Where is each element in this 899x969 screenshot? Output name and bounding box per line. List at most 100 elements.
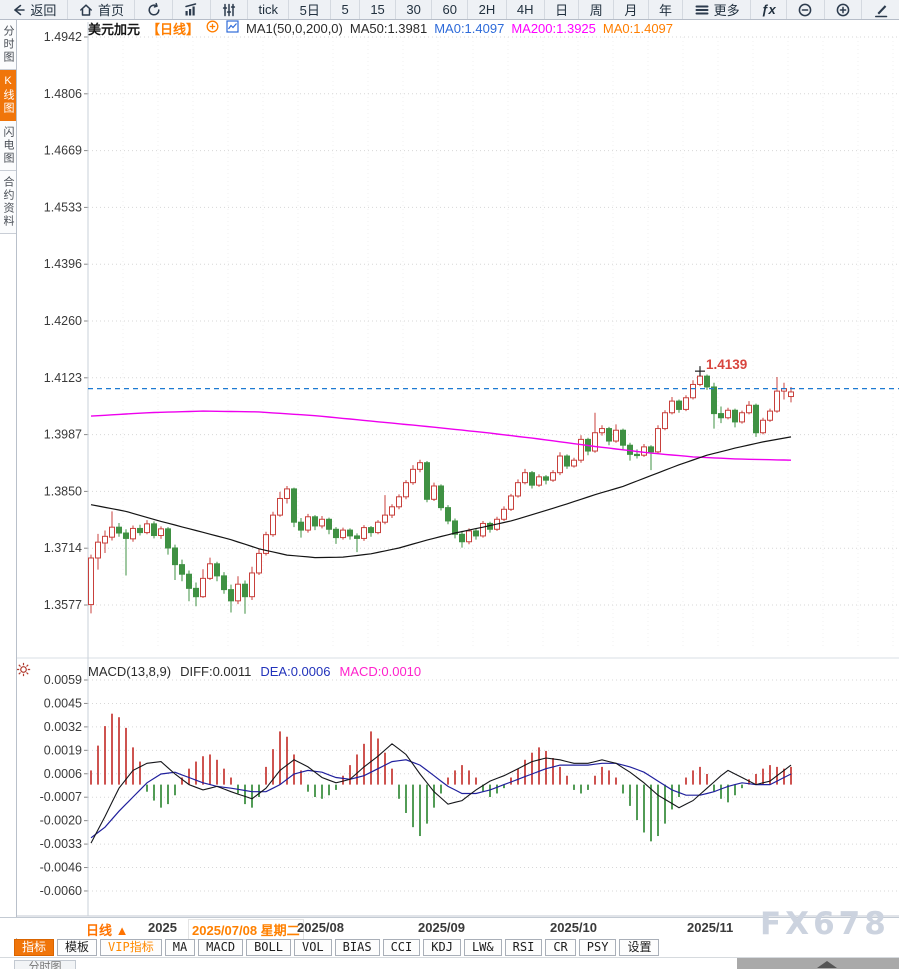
toolbar-button-30[interactable]: 30	[396, 0, 433, 19]
home-icon	[80, 3, 92, 16]
toolbar-button-label: ƒx	[761, 2, 776, 17]
toolbar-button-5d[interactable]: 5日	[289, 0, 332, 19]
zoom-out-icon	[799, 3, 812, 16]
main-y-axis-label: 1.3850	[44, 484, 82, 498]
main-y-axis-label: 1.3577	[44, 598, 82, 612]
main-y-axis-label: 1.4533	[44, 200, 82, 214]
indicator-tab-psy[interactable]: PSY	[578, 939, 617, 956]
toolbar-button-week[interactable]: 周	[579, 0, 615, 19]
x-axis-label: 2025/11	[687, 920, 734, 935]
indicator-tab-bias[interactable]: BIAS	[334, 939, 380, 956]
sidebar-tab-timeshare[interactable]: 分时图	[0, 20, 16, 70]
symbol-name: 美元加元	[88, 21, 141, 37]
indicator-tab-macd[interactable]: MACD	[198, 939, 244, 956]
zoom-in-icon	[836, 3, 850, 16]
main-y-axis-label: 1.3714	[44, 541, 82, 555]
ma200-value: MA200:1.3925	[511, 20, 596, 36]
toolbar-button-tick[interactable]: tick	[248, 0, 290, 19]
main-y-axis-label: 1.4260	[44, 314, 82, 328]
toolbar-button-zoom-out[interactable]	[787, 0, 825, 19]
diff-value: DIFF:0.0011	[180, 663, 252, 679]
macd-y-axis-label: -0.0020	[40, 814, 82, 828]
indicator-tab-template[interactable]: 模板	[57, 939, 98, 956]
x-axis-label: 2025	[148, 920, 177, 935]
top-toolbar: 返回 首页 tick 5日 5 15 30 60 2H 4H 日 周 月 年 更多 ƒx	[0, 0, 899, 20]
toolbar-button-kline-style[interactable]	[211, 0, 249, 19]
toolbar-button-label: 15	[370, 2, 385, 17]
toolbar-button-label: 更多	[713, 3, 740, 18]
indicator-tab-settings[interactable]: 设置	[619, 939, 660, 956]
high-price-annotation: 1.4139	[706, 357, 747, 372]
partial-tab-timeshare[interactable]: 分时图	[14, 960, 76, 969]
main-chart-legend: 美元加元 【日线】 MA1(50,0,200,0) MA50:1.3981 MA…	[88, 20, 674, 37]
menu-icon	[695, 5, 709, 14]
toolbar-button-more[interactable]: 更多	[683, 0, 751, 19]
toolbar-button-label: 首页	[97, 3, 124, 18]
chart-type-icon[interactable]	[226, 20, 239, 36]
toolbar-button-chart-type[interactable]	[173, 0, 211, 19]
macd-y-axis-label: -0.0007	[40, 790, 82, 804]
indicator-tab-rsi[interactable]: RSI	[504, 939, 543, 956]
ma0-value-orange: MA0:1.4097	[602, 20, 674, 36]
main-y-axis-label: 1.4123	[44, 371, 82, 385]
macd-y-axis-label: 0.0006	[44, 767, 82, 781]
toolbar-button-2h[interactable]: 2H	[468, 0, 507, 19]
period-dropdown[interactable]: 日线 ▲	[86, 923, 129, 938]
main-y-axis-label: 1.4396	[44, 257, 82, 271]
toolbar-button-refresh[interactable]	[135, 0, 173, 19]
sidebar-tab-lightning[interactable]: 闪电图	[0, 121, 16, 171]
ma-settings: MA1(50,0,200,0)	[246, 20, 343, 36]
sidebar-tab-contract[interactable]: 合约资料	[0, 171, 16, 234]
ma0-value-blue: MA0:1.4097	[434, 20, 505, 36]
toolbar-button-draw[interactable]	[862, 0, 899, 19]
toolbar-button-day[interactable]: 日	[545, 0, 580, 19]
macd-params: MACD(13,8,9)	[88, 663, 172, 679]
indicator-tab-indicator[interactable]: 指标	[14, 939, 55, 956]
toolbar-button-5[interactable]: 5	[331, 0, 360, 19]
toolbar-button-fx[interactable]: ƒx	[751, 0, 788, 19]
x-axis-label: 2025/09	[418, 920, 465, 935]
toolbar-button-label: 日	[555, 3, 569, 18]
indicator-tab-cci[interactable]: CCI	[382, 939, 421, 956]
toolbar-button-back[interactable]: 返回	[0, 0, 68, 19]
x-axis-label: 2025/10	[550, 920, 597, 935]
ma50-value: MA50:1.3981	[349, 20, 428, 36]
indicator-tab-cr[interactable]: CR	[545, 939, 576, 956]
dea-value: DEA:0.0006	[260, 663, 331, 679]
toolbar-button-zoom-in[interactable]	[825, 0, 863, 19]
indicator-tab-vip[interactable]: VIP指标	[100, 939, 162, 956]
add-symbol-icon[interactable]	[206, 20, 219, 36]
main-y-axis-label: 1.3987	[44, 428, 82, 442]
toolbar-button-15[interactable]: 15	[360, 0, 397, 19]
macd-y-axis-label: 0.0059	[44, 673, 82, 687]
toolbar-button-label: 返回	[30, 3, 57, 18]
indicator-toolbar: 指标 模板 VIP指标 MA MACD BOLL VOL BIAS CCI KDJ LW& RSI CR…	[14, 939, 660, 956]
main-y-axis-label: 1.4942	[44, 30, 82, 44]
indicator-tab-vol[interactable]: VOL	[293, 939, 332, 956]
toolbar-button-label: tick	[258, 2, 278, 17]
toolbar-button-label: 周	[589, 3, 603, 18]
toolbar-button-month[interactable]: 月	[614, 0, 649, 19]
scroll-up-arrow[interactable]	[817, 961, 837, 968]
indicator-tab-lw[interactable]: LW&	[463, 939, 502, 956]
macd-y-axis-label: -0.0060	[40, 884, 82, 898]
bottom-strip: 分时图	[0, 957, 899, 969]
indicator-tab-kdj[interactable]: KDJ	[423, 939, 461, 956]
indicator-settings-icon[interactable]	[16, 662, 31, 682]
macd-y-axis-label: 0.0019	[44, 743, 82, 757]
toolbar-button-label: 5日	[299, 3, 320, 18]
macd-y-axis-label: -0.0033	[40, 837, 82, 851]
pencil-icon	[874, 4, 887, 17]
toolbar-button-year[interactable]: 年	[649, 0, 684, 19]
toolbar-button-60[interactable]: 60	[432, 0, 469, 19]
toolbar-button-label: 4H	[516, 2, 534, 17]
horizontal-scrollbar[interactable]	[737, 958, 899, 969]
toolbar-button-home[interactable]: 首页	[68, 0, 136, 19]
x-axis-selected-date: 2025/07/08 星期二	[188, 919, 304, 940]
indicator-tab-ma[interactable]: MA	[164, 939, 196, 956]
sliders-icon	[222, 3, 235, 16]
indicator-tab-boll[interactable]: BOLL	[246, 939, 291, 956]
sidebar-tab-kline[interactable]: K线图	[0, 70, 16, 121]
toolbar-button-4h[interactable]: 4H	[507, 0, 545, 19]
